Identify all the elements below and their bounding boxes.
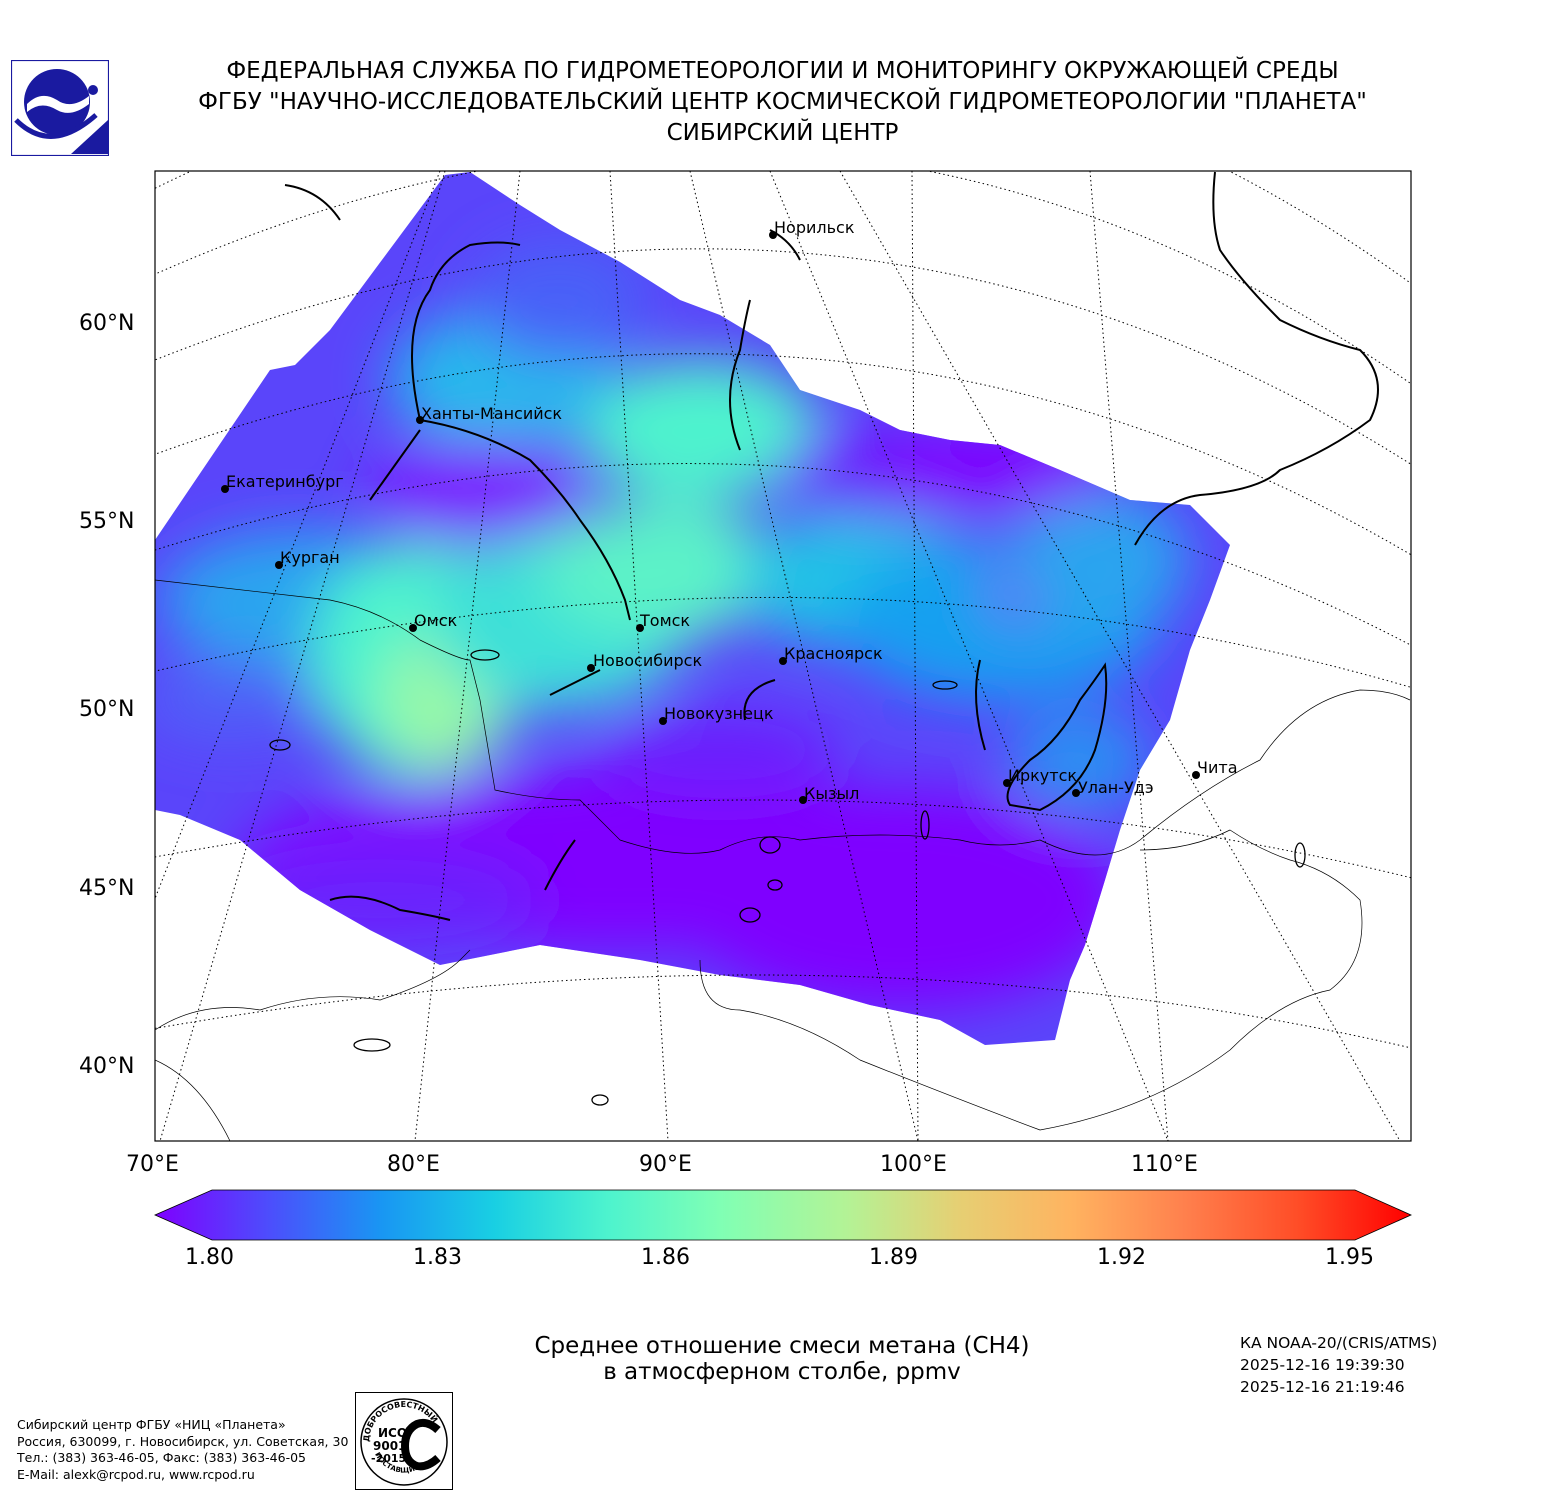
chart-title-line-1: Среднее отношение смеси метана (CH4) <box>534 1333 1030 1359</box>
city-label-norilsk: Норильск <box>774 218 855 237</box>
city-label-krasnoyarsk: Красноярск <box>784 644 883 663</box>
iso-line-2: 9001 <box>373 1439 406 1453</box>
lat-label-60: 60°N <box>79 311 135 336</box>
city-label-khanty-mansiysk: Ханты-Мансийск <box>421 404 563 423</box>
header-line-1: ФЕДЕРАЛЬНАЯ СЛУЖБА ПО ГИДРОМЕТЕОРОЛОГИИ … <box>226 58 1339 84</box>
city-label-kurgan: Курган <box>280 548 340 567</box>
footer-line-4: E-Mail: alexk@rcpod.ru, www.rcpod.ru <box>17 1466 255 1482</box>
city-label-novokuznetsk: Новокузнецк <box>664 704 774 723</box>
iso-line-1: ИСО <box>378 1426 407 1440</box>
satellite-time-end: 2025-12-16 21:19:46 <box>1240 1378 1405 1396</box>
map-frame <box>154 170 1412 1142</box>
footer-contacts: Сибирский центр ФГБУ «НИЦ «Планета» Росс… <box>17 1417 348 1483</box>
city-marker-yekaterinburg <box>221 485 229 493</box>
city-marker-norilsk <box>769 231 777 239</box>
lat-label-40: 40°N <box>79 1054 135 1079</box>
city-label-chita: Чита <box>1197 758 1238 777</box>
satellite-instrument: КА NOAA-20/(CRIS/ATMS) <box>1240 1334 1438 1352</box>
city-marker-kyzyl <box>799 796 807 804</box>
colorbar-tick-1-92: 1.92 <box>1097 1245 1146 1270</box>
colorbar-tick-1-89: 1.89 <box>869 1245 918 1270</box>
lat-label-55: 55°N <box>79 509 135 534</box>
city-marker-krasnoyarsk <box>779 657 787 665</box>
city-marker-novosibirsk <box>587 664 595 672</box>
city-marker-khanty-mansiysk <box>416 416 424 424</box>
city-marker-irkutsk <box>1003 779 1011 787</box>
chart-title-line-2: в атмосферном столбе, ppmv <box>603 1359 961 1385</box>
lon-label-90: 90°E <box>639 1152 692 1177</box>
city-markers <box>221 231 1200 804</box>
city-marker-ulan-ude <box>1072 789 1080 797</box>
footer-line-1: Сибирский центр ФГБУ «НИЦ «Планета» <box>17 1417 286 1432</box>
city-label-omsk: Омск <box>414 611 458 630</box>
colorbar-tick-1-83: 1.83 <box>413 1245 462 1270</box>
city-marker-tomsk <box>636 624 644 632</box>
city-marker-novokuznetsk <box>659 717 667 725</box>
city-label-ulan-ude: Улан-Удэ <box>1078 778 1154 797</box>
header-line-2: ФГБУ "НАУЧНО-ИССЛЕДОВАТЕЛЬСКИЙ ЦЕНТР КОС… <box>198 89 1367 115</box>
planeta-logo <box>11 60 109 156</box>
city-label-novosibirsk: Новосибирск <box>593 651 703 670</box>
city-marker-omsk <box>409 624 417 632</box>
iso-line-3: -2015 <box>371 1452 406 1465</box>
city-marker-chita <box>1192 771 1200 779</box>
city-label-yekaterinburg: Екатеринбург <box>226 472 344 491</box>
colorbar-tick-1-80: 1.80 <box>185 1245 234 1270</box>
footer-line-2: Россия, 630099, г. Новосибирск, ул. Сове… <box>17 1433 349 1449</box>
colorbar <box>154 1189 1412 1241</box>
header-line-3: СИБИРСКИЙ ЦЕНТР <box>666 120 899 146</box>
satellite-info: КА NOAA-20/(CRIS/ATMS) 2025-12-16 19:39:… <box>1240 1332 1437 1398</box>
lat-label-45: 45°N <box>79 876 135 901</box>
chart-title: Среднее отношение смеси метана (CH4) в а… <box>482 1333 1082 1385</box>
city-label-kyzyl: Кызыл <box>804 784 860 803</box>
colorbar-tick-1-95: 1.95 <box>1325 1245 1374 1270</box>
lat-label-50: 50°N <box>79 697 135 722</box>
lon-label-80: 80°E <box>387 1152 440 1177</box>
city-label-tomsk: Томск <box>640 611 691 630</box>
footer-line-3: Тел.: (383) 363-46-05, Факс: (383) 363-4… <box>17 1450 307 1465</box>
lon-label-110: 110°E <box>1131 1152 1198 1177</box>
colorbar-tick-1-86: 1.86 <box>641 1245 690 1270</box>
city-label-irkutsk: Иркутск <box>1008 766 1078 785</box>
lon-label-100: 100°E <box>880 1152 947 1177</box>
methane-field <box>155 171 1411 1141</box>
satellite-time-start: 2025-12-16 19:39:30 <box>1240 1356 1405 1374</box>
iso-badge: ДОБРОСОВЕСТНЫЙ ИСО 9001 -2015 ПОСТАВЩИК <box>355 1392 453 1490</box>
lon-label-70: 70°E <box>126 1152 179 1177</box>
city-marker-kurgan <box>275 561 283 569</box>
